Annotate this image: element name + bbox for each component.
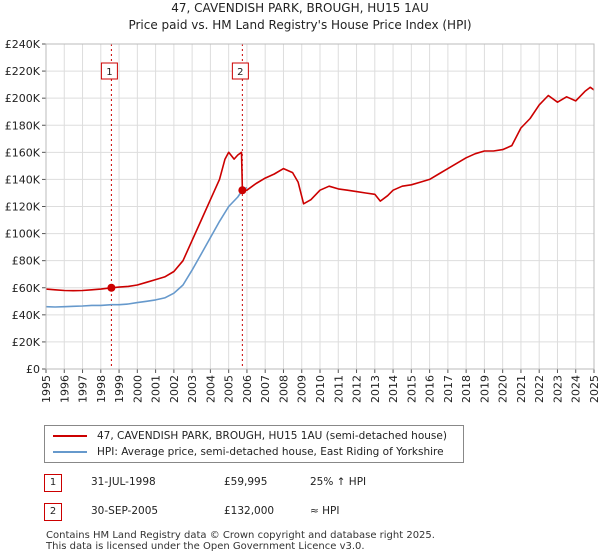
y-tick-label: £100K [5, 228, 41, 241]
sale-hpi-comparison: ≈ HPI [310, 505, 340, 517]
y-tick-label: £220K [5, 65, 41, 78]
y-tick-label: £240K [5, 38, 41, 51]
plot-frame [45, 43, 595, 370]
sale-price: £59,995 [224, 476, 268, 488]
sale-point [238, 186, 247, 195]
hpi-series-line [45, 186, 248, 308]
x-tick-label: 2017 [442, 375, 455, 403]
x-tick-label: 2002 [168, 375, 181, 403]
x-tick-label: 2009 [296, 375, 309, 403]
y-tick-label: £0 [26, 363, 40, 376]
x-tick-label: 1999 [113, 375, 126, 403]
sale-label: 2 [237, 67, 243, 78]
legend-item-hpi: HPI: Average price, semi-detached house,… [53, 446, 444, 458]
x-tick-label: 2007 [259, 375, 272, 403]
x-tick-label: 2004 [204, 375, 217, 403]
x-tick-label: 2015 [405, 375, 418, 403]
sale-badge: 2 [44, 503, 62, 521]
sale-price: £132,000 [224, 505, 275, 517]
x-tick-label: 2021 [515, 375, 528, 403]
sale-row: 1 31-JUL-1998 £59,995 25% ↑ HPI [44, 474, 564, 492]
sale-hpi-comparison: 25% ↑ HPI [310, 476, 367, 488]
x-tick-label: 2010 [314, 375, 327, 403]
footer-line: Contains HM Land Registry data © Crown c… [46, 530, 435, 541]
sale-row: 2 30-SEP-2005 £132,000 ≈ HPI [44, 503, 564, 521]
y-tick-label: £140K [5, 173, 41, 186]
x-tick-label: 2001 [150, 375, 163, 403]
y-tick-label: £80K [12, 255, 41, 268]
grid-lines [45, 43, 595, 370]
sale-point [107, 283, 116, 292]
x-tick-label: 2014 [387, 375, 400, 403]
legend: 47, CAVENDISH PARK, BROUGH, HU15 1AU (se… [44, 425, 464, 463]
y-tick-label: £120K [5, 201, 41, 214]
chart-subtitle: Price paid vs. HM Land Registry's House … [128, 18, 471, 32]
sale-date: 30-SEP-2005 [91, 505, 159, 517]
x-tick-label: 1995 [40, 375, 53, 403]
x-tick-label: 2020 [497, 375, 510, 403]
x-tick-label: 2022 [533, 375, 546, 403]
x-tick-label: 2023 [551, 375, 564, 403]
x-tick-label: 2019 [478, 375, 491, 403]
x-tick-label: 2005 [223, 375, 236, 403]
x-tick-label: 1998 [95, 375, 108, 403]
x-tick-label: 2011 [332, 375, 345, 403]
x-tick-label: 2025 [588, 375, 600, 403]
chart-title: 47, CAVENDISH PARK, BROUGH, HU15 1AU [171, 1, 429, 15]
y-tick-label: £160K [5, 146, 41, 159]
sale-date: 31-JUL-1998 [91, 476, 156, 488]
property-series-line [45, 86, 595, 292]
x-tick-label: 1997 [77, 375, 90, 403]
y-tick-label: £180K [5, 119, 41, 132]
y-tick-label: £40K [12, 309, 41, 322]
sale-badge: 1 [44, 474, 62, 492]
price-chart: 47, CAVENDISH PARK, BROUGH, HU15 1AU Pri… [5, 1, 600, 403]
legend-label-property: 47, CAVENDISH PARK, BROUGH, HU15 1AU (se… [97, 430, 447, 442]
x-tick-label: 2013 [369, 375, 382, 403]
series-lines [45, 86, 595, 308]
legend-swatch-hpi [53, 451, 87, 453]
x-tick-label: 2003 [186, 375, 199, 403]
y-tick-label: £60K [12, 282, 41, 295]
legend-item-property: 47, CAVENDISH PARK, BROUGH, HU15 1AU (se… [53, 430, 447, 442]
footer-line: This data is licensed under the Open Gov… [46, 541, 365, 552]
x-tick-label: 2016 [424, 375, 437, 403]
footer-attribution: Contains HM Land Registry data © Crown c… [46, 530, 435, 552]
sale-label: 1 [106, 67, 112, 78]
x-tick-label: 2018 [460, 375, 473, 403]
y-tick-label: £20K [12, 336, 41, 349]
x-tick-label: 2008 [277, 375, 290, 403]
x-tick-label: 2006 [241, 375, 254, 403]
legend-label-hpi: HPI: Average price, semi-detached house,… [97, 446, 444, 458]
y-tick-label: £200K [5, 92, 41, 105]
x-tick-label: 2012 [351, 375, 364, 403]
sale-label-box [100, 62, 118, 80]
x-tick-label: 1996 [58, 375, 71, 403]
x-axis: 1995 1996 1997 1998 1999 2000 2001 2002 2003 2004… [40, 369, 600, 403]
x-tick-label: 2024 [570, 375, 583, 403]
y-axis: £0 £20K £40K £60K £80K £100K £120K £140K £160K £1… [5, 38, 46, 376]
sale-label-box [231, 62, 249, 80]
x-tick-label: 2000 [131, 375, 144, 403]
legend-swatch-property [53, 435, 87, 437]
